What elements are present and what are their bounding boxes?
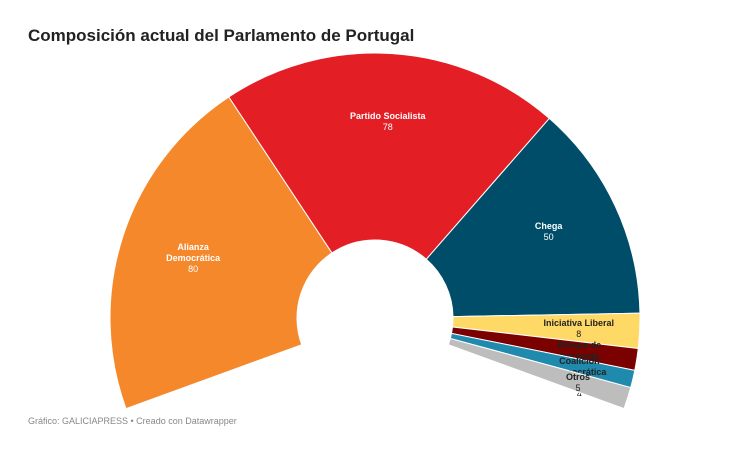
- label-value: 8: [576, 328, 582, 339]
- label-name: Chega: [534, 221, 563, 232]
- arc-segment: [425, 117, 641, 318]
- label-name: Iniciativa Liberal: [543, 317, 615, 328]
- label-value: 78: [382, 121, 393, 132]
- label-name: Partido Socialista: [350, 110, 426, 121]
- label-text: Chega 50: [509, 221, 589, 243]
- label-value: 50: [543, 232, 554, 243]
- source-note: Gráfico: GALICIAPRESS • Creado con Dataw…: [28, 416, 237, 426]
- label-name: Bloque de Izquierda: [557, 340, 602, 362]
- arc-segment: [447, 337, 632, 410]
- label-value: 80: [188, 263, 199, 274]
- arc-segment: [109, 96, 333, 410]
- label-name: Otros: [566, 372, 591, 383]
- label-text: Otros 5: [538, 372, 618, 394]
- label-text: Partido Socialista 78: [348, 111, 428, 133]
- chart-title: Composición actual del Parlamento de Por…: [28, 26, 415, 45]
- arc-segment: [228, 52, 551, 260]
- label-name: Alianza Democrática: [166, 241, 221, 263]
- label-value: 5: [575, 383, 581, 394]
- label-text: Iniciativa Liberal 8: [539, 318, 619, 340]
- label-text: Alianza Democrática 80: [153, 242, 233, 275]
